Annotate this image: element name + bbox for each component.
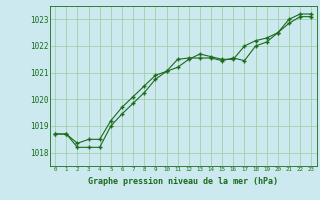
X-axis label: Graphe pression niveau de la mer (hPa): Graphe pression niveau de la mer (hPa) [88,177,278,186]
